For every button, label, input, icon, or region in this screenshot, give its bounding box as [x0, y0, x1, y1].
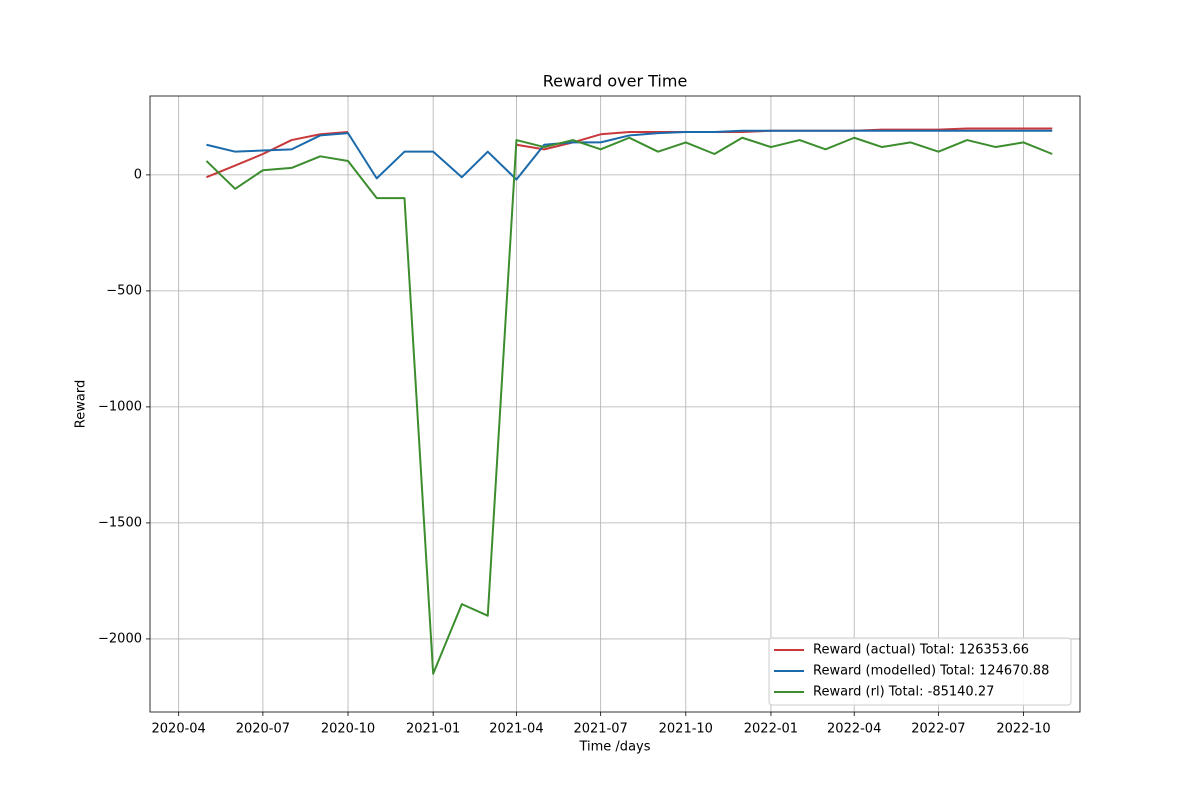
x-tick-label: 2021-10: [659, 722, 713, 737]
x-tick-label: 2021-01: [406, 722, 460, 737]
x-axis-label: Time /days: [578, 740, 650, 755]
y-tick-label: −1500: [98, 515, 142, 530]
series-line: [206, 129, 1053, 181]
y-tick-label: 0: [134, 167, 142, 182]
y-tick-label: −500: [106, 283, 142, 298]
legend: Reward (actual) Total: 126353.66 Reward (…: [768, 637, 1072, 706]
y-tick-label: −1000: [98, 399, 142, 414]
y-axis-label: Reward: [74, 380, 89, 428]
legend-label: Reward (rl) Total: -85140.27: [813, 685, 994, 700]
legend-label: Reward (actual) Total: 126353.66: [813, 643, 1029, 658]
x-tick-label: 2022-07: [911, 722, 965, 737]
x-tick-label: 2021-07: [573, 722, 627, 737]
legend-label: Reward (modelled) Total: 124670.88: [813, 664, 1049, 679]
x-tick-label: 2022-04: [827, 722, 881, 737]
series-line: [205, 136, 1053, 675]
x-tick-label: 2020-04: [152, 722, 206, 737]
x-tick-label: 2022-10: [996, 722, 1050, 737]
x-tick-label: 2020-10: [321, 722, 375, 737]
legend-box: [768, 637, 1072, 706]
x-tick-label: 2022-01: [744, 722, 798, 737]
y-tick-label: −2000: [98, 631, 142, 646]
x-tick-label: 2020-07: [236, 722, 290, 737]
x-tick-label: 2021-04: [489, 722, 543, 737]
chart-title: Reward over Time: [543, 72, 688, 91]
plot-frame: [149, 95, 1081, 713]
